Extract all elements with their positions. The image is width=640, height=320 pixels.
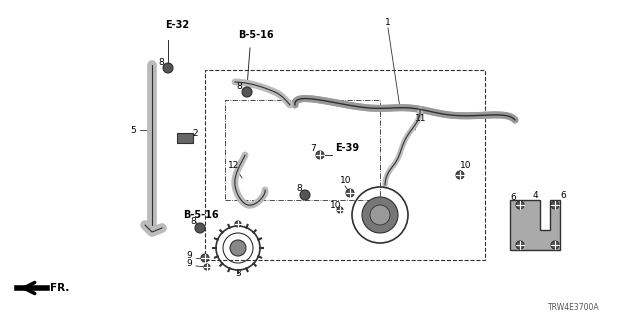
Circle shape bbox=[337, 207, 343, 213]
Text: 8: 8 bbox=[296, 183, 301, 193]
Circle shape bbox=[201, 254, 209, 262]
Text: 6: 6 bbox=[512, 238, 518, 247]
Circle shape bbox=[230, 240, 246, 256]
Circle shape bbox=[362, 197, 398, 233]
Text: 9: 9 bbox=[186, 260, 192, 268]
Text: 2: 2 bbox=[192, 129, 198, 138]
Text: B-5-16: B-5-16 bbox=[183, 210, 219, 220]
Text: E-32: E-32 bbox=[165, 20, 189, 30]
Circle shape bbox=[242, 87, 252, 97]
Text: E-39: E-39 bbox=[335, 143, 359, 153]
Circle shape bbox=[316, 151, 324, 159]
Text: B-5-16: B-5-16 bbox=[238, 30, 274, 40]
Text: 11: 11 bbox=[415, 114, 426, 123]
Text: 9: 9 bbox=[186, 251, 192, 260]
Text: 10: 10 bbox=[460, 161, 472, 170]
Bar bbox=[205, 70, 485, 260]
Text: 8: 8 bbox=[158, 58, 164, 67]
Circle shape bbox=[300, 190, 310, 200]
Bar bbox=[225, 100, 380, 200]
Circle shape bbox=[516, 241, 524, 249]
Polygon shape bbox=[510, 200, 560, 250]
Text: 1: 1 bbox=[385, 18, 391, 27]
Circle shape bbox=[163, 63, 173, 73]
Circle shape bbox=[195, 223, 205, 233]
Text: 10: 10 bbox=[330, 201, 342, 210]
Text: 6: 6 bbox=[510, 194, 516, 203]
Text: 5: 5 bbox=[130, 125, 136, 134]
Circle shape bbox=[235, 221, 241, 227]
Circle shape bbox=[370, 205, 390, 225]
Circle shape bbox=[551, 201, 559, 209]
Text: 7: 7 bbox=[310, 143, 316, 153]
Circle shape bbox=[551, 241, 559, 249]
Text: FR.: FR. bbox=[50, 283, 69, 293]
Circle shape bbox=[204, 264, 210, 270]
Text: 6: 6 bbox=[560, 190, 566, 199]
Text: TRW4E3700A: TRW4E3700A bbox=[548, 303, 600, 312]
Circle shape bbox=[346, 189, 354, 197]
Text: 10: 10 bbox=[340, 175, 351, 185]
Circle shape bbox=[516, 201, 524, 209]
Circle shape bbox=[456, 171, 464, 179]
Text: 4: 4 bbox=[533, 190, 539, 199]
Text: 8: 8 bbox=[236, 82, 242, 91]
Text: 8: 8 bbox=[190, 218, 196, 227]
Text: 3: 3 bbox=[235, 268, 241, 277]
Text: 12: 12 bbox=[228, 161, 239, 170]
Bar bbox=[177, 133, 193, 143]
